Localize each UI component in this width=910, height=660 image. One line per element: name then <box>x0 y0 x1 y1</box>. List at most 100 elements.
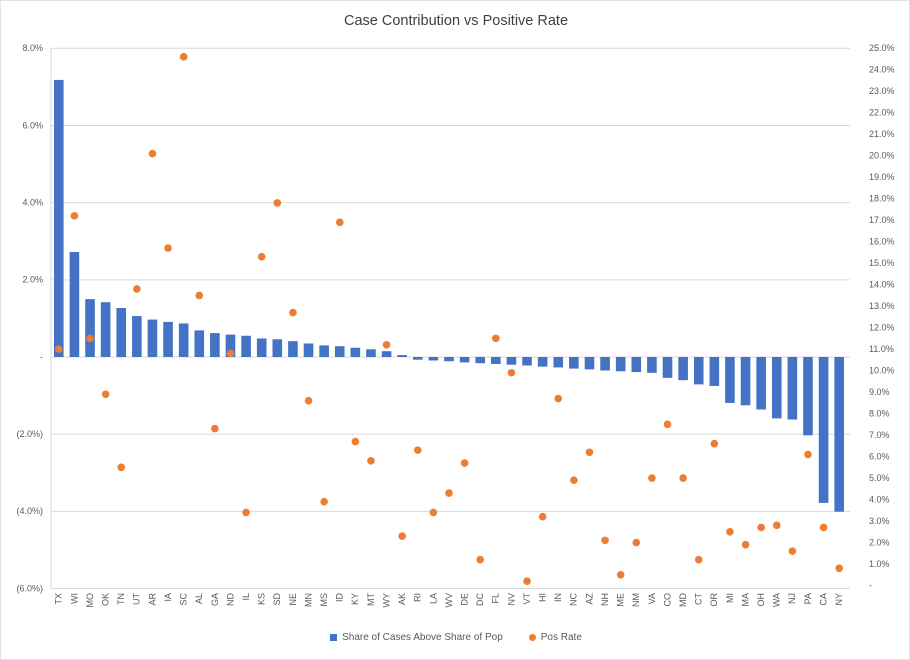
bar-WY <box>381 351 392 357</box>
right-axis-tick-label: 16.0% <box>869 237 895 247</box>
right-axis-tick-label: 18.0% <box>869 194 895 204</box>
x-axis-category-label: AK <box>397 593 407 605</box>
bar-MA <box>740 357 751 406</box>
dot-TX <box>55 345 63 353</box>
x-axis-category-label: WA <box>772 593 782 607</box>
x-axis-category-label: VT <box>522 593 532 605</box>
x-axis-category-label: FL <box>491 593 501 604</box>
bar-NY <box>834 357 844 512</box>
bar-ID <box>334 346 345 357</box>
right-axis-tick-label: 19.0% <box>869 172 895 182</box>
dot-SC <box>179 53 188 61</box>
right-axis-tick-label: 14.0% <box>869 280 895 290</box>
dot-AK <box>398 532 406 540</box>
dot-ID <box>335 218 344 227</box>
dot-RI <box>413 446 422 454</box>
bar-WV <box>444 357 454 362</box>
dot-CA <box>819 523 828 532</box>
dot-MT <box>367 457 375 465</box>
bar-MO <box>85 299 95 357</box>
left-axis-tick-label: 4.0% <box>22 198 43 208</box>
x-axis-category-label: VA <box>647 593 657 604</box>
dot-MN <box>304 396 313 405</box>
right-axis-tick-label: 1.0% <box>869 559 890 569</box>
bar-SD <box>272 339 283 357</box>
dot-VA <box>648 474 656 482</box>
left-axis-tick-label: - <box>40 352 43 362</box>
dot-WI <box>70 212 79 220</box>
x-axis-category-label: WY <box>381 593 391 608</box>
dot-CO <box>663 420 672 429</box>
dot-LA <box>429 508 438 517</box>
x-axis-category-label: CO <box>662 593 672 607</box>
dot-ND <box>226 349 235 358</box>
right-axis-tick-label: 2.0% <box>869 537 890 547</box>
bar-WI <box>69 252 80 357</box>
dot-KS <box>257 252 266 261</box>
x-axis-category-label: MA <box>740 593 750 607</box>
x-axis-category-label: UT <box>132 593 142 605</box>
bar-GA <box>210 333 220 357</box>
right-axis-tick-label: 20.0% <box>869 151 895 161</box>
dot-VT <box>523 577 531 586</box>
x-axis-category-label: MO <box>85 593 95 608</box>
right-axis-tick-label: 21.0% <box>869 129 895 139</box>
dot-NV <box>507 368 516 377</box>
bar-AL <box>194 330 205 357</box>
bar-WA <box>771 357 782 419</box>
bar-CT <box>693 357 704 385</box>
left-axis-tick-label: (6.0%) <box>16 583 43 593</box>
dot-MI <box>726 527 734 536</box>
right-axis-tick-label: 17.0% <box>869 215 895 225</box>
right-axis-tick-label: 22.0% <box>869 108 895 118</box>
legend-bar-swatch <box>330 634 338 641</box>
dot-AR <box>148 149 157 158</box>
right-axis-tick-label: 4.0% <box>869 494 890 504</box>
x-axis-category-label: SC <box>179 593 189 606</box>
right-axis-tick-label: 5.0% <box>869 473 890 483</box>
bar-MI <box>725 357 735 403</box>
right-axis-tick-label: 7.0% <box>869 430 890 440</box>
bar-MD <box>678 357 688 381</box>
dot-UT <box>133 285 141 293</box>
bar-RI <box>412 357 423 360</box>
right-axis-tick-label: 9.0% <box>869 387 890 397</box>
left-axis-tick-label: (4.0%) <box>16 506 43 516</box>
bar-CA <box>818 357 829 503</box>
right-axis-tick-label: 25.0% <box>869 43 895 53</box>
bar-HI <box>537 357 548 367</box>
x-axis-category-label: NV <box>506 593 516 606</box>
bar-OK <box>100 302 111 357</box>
bar-OH <box>756 357 766 410</box>
legend-dot-label: Pos Rate <box>540 632 582 643</box>
dot-ME <box>616 570 625 579</box>
right-axis-tick-label: - <box>869 580 872 590</box>
dot-MS <box>320 497 328 506</box>
dot-WY <box>382 341 391 349</box>
bar-AR <box>147 319 158 357</box>
right-axis-tick-label: 8.0% <box>869 408 890 418</box>
bar-IL <box>241 335 251 357</box>
x-axis-category-label: AR <box>147 593 157 606</box>
x-axis-category-label: MT <box>366 593 376 606</box>
x-axis-category-label: NM <box>631 593 641 607</box>
bar-SC <box>178 323 189 357</box>
bar-VT <box>522 357 532 366</box>
x-axis-category-label: NJ <box>787 593 797 604</box>
bar-MN <box>303 343 314 357</box>
dot-KY <box>351 437 360 446</box>
x-axis-category-label: KY <box>350 593 360 605</box>
bar-DC <box>475 357 486 364</box>
right-axis-tick-label: 3.0% <box>869 516 890 526</box>
legend-item-scatter-series: Pos Rate <box>528 632 582 643</box>
legend-dot-swatch <box>528 634 536 641</box>
left-axis-tick-label: 6.0% <box>22 120 43 130</box>
dot-NM <box>632 538 641 547</box>
x-axis-category-label: WI <box>69 593 79 604</box>
bar-NH <box>600 357 610 371</box>
right-axis-tick-label: 12.0% <box>869 323 895 333</box>
x-axis-category-label: CT <box>694 593 704 605</box>
bar-LA <box>428 357 439 361</box>
x-axis-category-label: PA <box>803 593 813 604</box>
right-axis-tick-label: 6.0% <box>869 451 890 461</box>
